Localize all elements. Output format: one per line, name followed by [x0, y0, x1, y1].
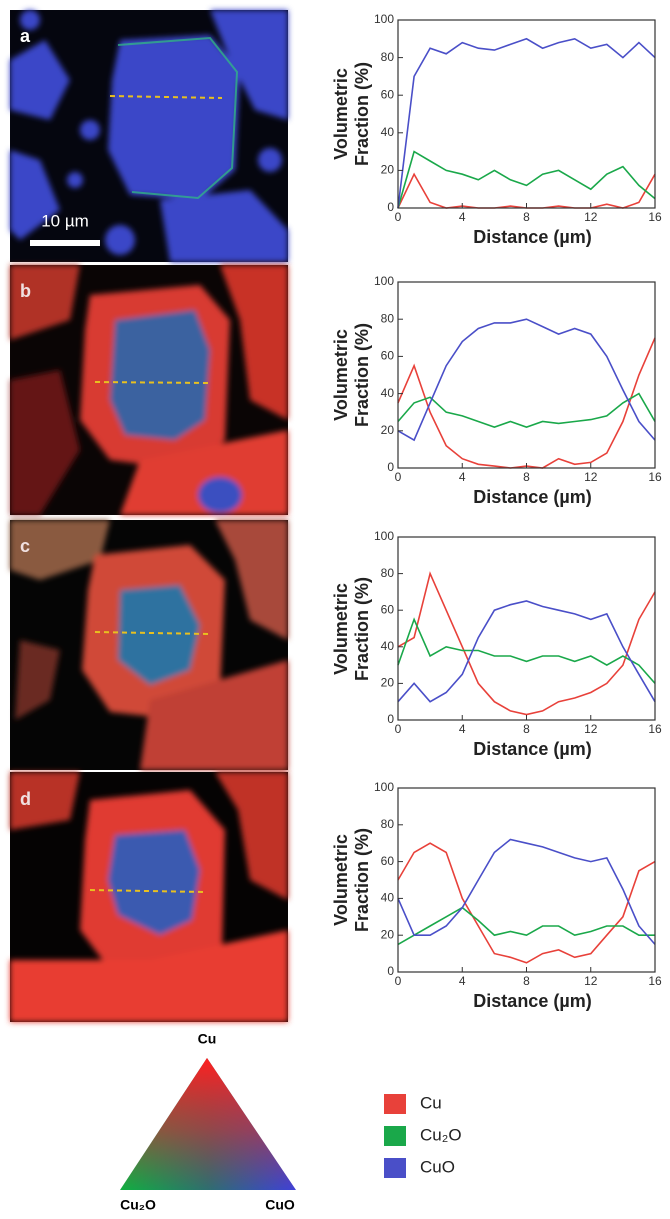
x-tick-label: 12	[584, 722, 598, 736]
y-tick-label: 0	[387, 460, 394, 474]
panel-label: b	[20, 281, 31, 301]
y-tick-label: 80	[381, 817, 395, 831]
legend-label: CuO	[420, 1157, 455, 1176]
x-tick-label: 0	[395, 470, 402, 484]
y-tick-label: 20	[381, 676, 395, 690]
data-line	[397, 318, 656, 442]
micrograph	[10, 520, 288, 770]
y-tick-label: 60	[381, 87, 395, 101]
x-tick-label: 4	[459, 722, 466, 736]
legend-swatch	[384, 1158, 406, 1178]
legend-swatch	[384, 1126, 406, 1146]
panel-label: c	[20, 536, 30, 556]
x-tick-label: 16	[648, 470, 662, 484]
data-line	[397, 600, 656, 703]
plot-frame	[397, 536, 656, 721]
y-tick-label: 20	[381, 163, 395, 177]
ternary-triangle	[120, 1058, 296, 1190]
x-tick-label: 4	[459, 974, 466, 988]
x-tick-label: 8	[523, 974, 530, 988]
data-line	[397, 842, 656, 964]
x-tick-label: 12	[584, 470, 598, 484]
y-tick-label: 40	[381, 891, 395, 905]
y-axis-label: Volumetric Fraction (%)	[331, 576, 372, 681]
micrograph	[10, 10, 288, 262]
y-tick-label: 20	[381, 927, 395, 941]
data-line	[397, 906, 655, 946]
y-tick-label: 0	[387, 200, 394, 214]
plot-frame	[397, 19, 656, 209]
y-tick-label: 40	[381, 125, 395, 139]
y-tick-label: 100	[374, 12, 394, 26]
data-line	[397, 838, 656, 945]
ternary-label: Cu	[198, 1031, 217, 1047]
x-tick-label: 16	[648, 974, 662, 988]
x-axis-label: Distance (µm)	[473, 487, 591, 507]
panel-label: a	[20, 26, 31, 46]
legend-label: Cu	[420, 1093, 442, 1112]
ternary-label: Cu₂O	[120, 1197, 156, 1213]
micrograph	[10, 772, 288, 1022]
data-line	[397, 150, 656, 209]
data-line	[397, 172, 656, 209]
panel-label: d	[20, 789, 31, 809]
x-tick-label: 8	[523, 470, 530, 484]
legend-label: Cu₂O	[420, 1125, 462, 1144]
data-line	[397, 617, 656, 684]
y-tick-label: 100	[374, 274, 394, 288]
y-tick-label: 80	[381, 566, 395, 580]
data-line	[397, 571, 656, 716]
y-tick-label: 0	[387, 712, 394, 726]
x-tick-label: 16	[648, 722, 662, 736]
y-tick-label: 40	[381, 386, 395, 400]
x-tick-label: 0	[395, 210, 402, 224]
y-tick-label: 80	[381, 311, 395, 325]
x-axis-label: Distance (µm)	[473, 739, 591, 759]
x-tick-label: 0	[395, 722, 402, 736]
x-tick-label: 4	[459, 210, 466, 224]
y-tick-label: 60	[381, 602, 395, 616]
y-tick-label: 100	[374, 529, 394, 543]
x-tick-label: 4	[459, 470, 466, 484]
data-line	[397, 37, 656, 209]
y-axis-label: Volumetric Fraction (%)	[331, 323, 372, 428]
y-tick-label: 100	[374, 780, 394, 794]
x-axis-label: Distance (µm)	[473, 991, 591, 1011]
y-tick-label: 20	[381, 423, 395, 437]
y-axis-label: Volumetric Fraction (%)	[331, 62, 372, 167]
x-tick-label: 16	[648, 210, 662, 224]
x-tick-label: 12	[584, 974, 598, 988]
y-tick-label: 60	[381, 349, 395, 363]
x-tick-label: 12	[584, 210, 598, 224]
x-axis-label: Distance (µm)	[473, 227, 591, 247]
x-tick-label: 8	[523, 210, 530, 224]
x-tick-label: 0	[395, 974, 402, 988]
scale-bar-label: 10 µm	[41, 211, 89, 230]
y-tick-label: 60	[381, 854, 395, 868]
plot-frame	[397, 787, 656, 973]
x-tick-label: 8	[523, 722, 530, 736]
y-axis-label: Volumetric Fraction (%)	[331, 828, 372, 933]
y-tick-label: 0	[387, 964, 394, 978]
data-line	[397, 392, 656, 428]
y-tick-label: 80	[381, 50, 395, 64]
micrograph	[10, 265, 288, 515]
y-tick-label: 40	[381, 639, 395, 653]
ternary-label: CuO	[265, 1197, 295, 1213]
legend-swatch	[384, 1094, 406, 1114]
